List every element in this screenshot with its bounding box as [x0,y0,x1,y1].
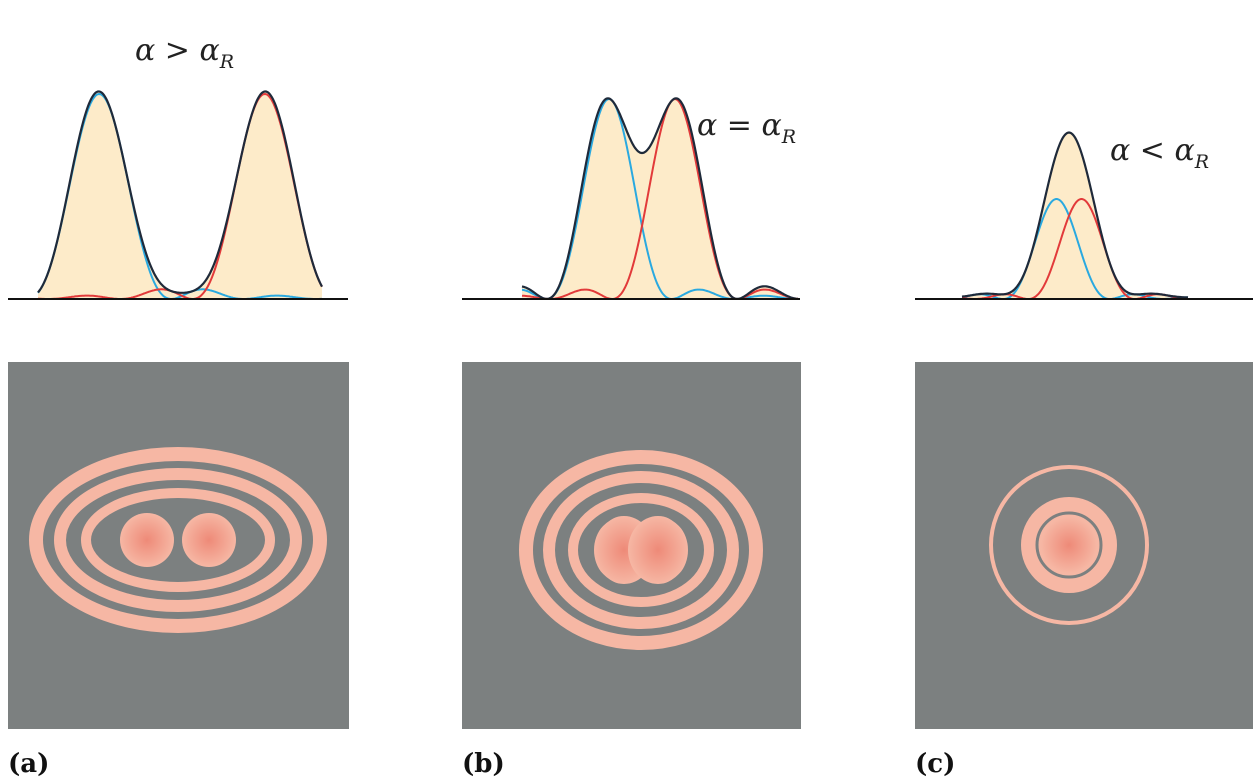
diffraction-ring [81,488,275,592]
profile-plot-a [8,90,348,300]
caption-c: (c) [915,749,955,778]
relation-text-b: α = α [697,108,782,143]
relation-text-c: α < α [1110,133,1195,168]
relation-subscript-c: R [1194,151,1209,173]
relation-subscript-a: R [219,51,234,73]
sum-curve-a [37,90,323,294]
relation-label-a: α > αR [135,33,234,73]
merged-dark-ring [589,508,693,592]
profile-plot-b [462,97,800,300]
sum-fill-a [38,91,322,299]
diffraction-ring [543,471,739,629]
dark-ring [1035,511,1103,579]
right-source-curve-b [521,97,799,300]
caption-a: (a) [8,749,49,778]
sum-fill-c [962,132,1188,299]
panel-c: α < αR (c) [915,131,1253,778]
central-spot-right [182,513,236,567]
diffraction-ring [519,450,763,650]
diffraction-ring [568,493,714,607]
relation-text-a: α > α [135,33,220,68]
diffraction-ring [54,468,302,612]
sum-curve-c [961,131,1189,299]
right-source-curve-a [37,92,323,300]
airy-image-b [462,362,801,729]
central-spot-left [120,513,174,567]
diffraction-ring [29,447,327,633]
central-spot-right [628,516,688,584]
central-spot [1041,517,1097,573]
diffraction-ring [989,465,1149,625]
panel-b: α = αR (b) [462,97,801,778]
relation-label-b: α = αR [697,108,796,148]
dark-ring-right [176,507,242,573]
airy-image-c [915,362,1253,729]
profile-plot-c [915,131,1253,300]
sum-curve-b [521,97,799,300]
caption-b: (b) [462,749,505,778]
panel-a: α > αR (a) [8,33,349,778]
relation-label-c: α < αR [1110,133,1209,173]
relation-subscript-b: R [781,126,796,148]
airy-image-a [8,362,349,729]
